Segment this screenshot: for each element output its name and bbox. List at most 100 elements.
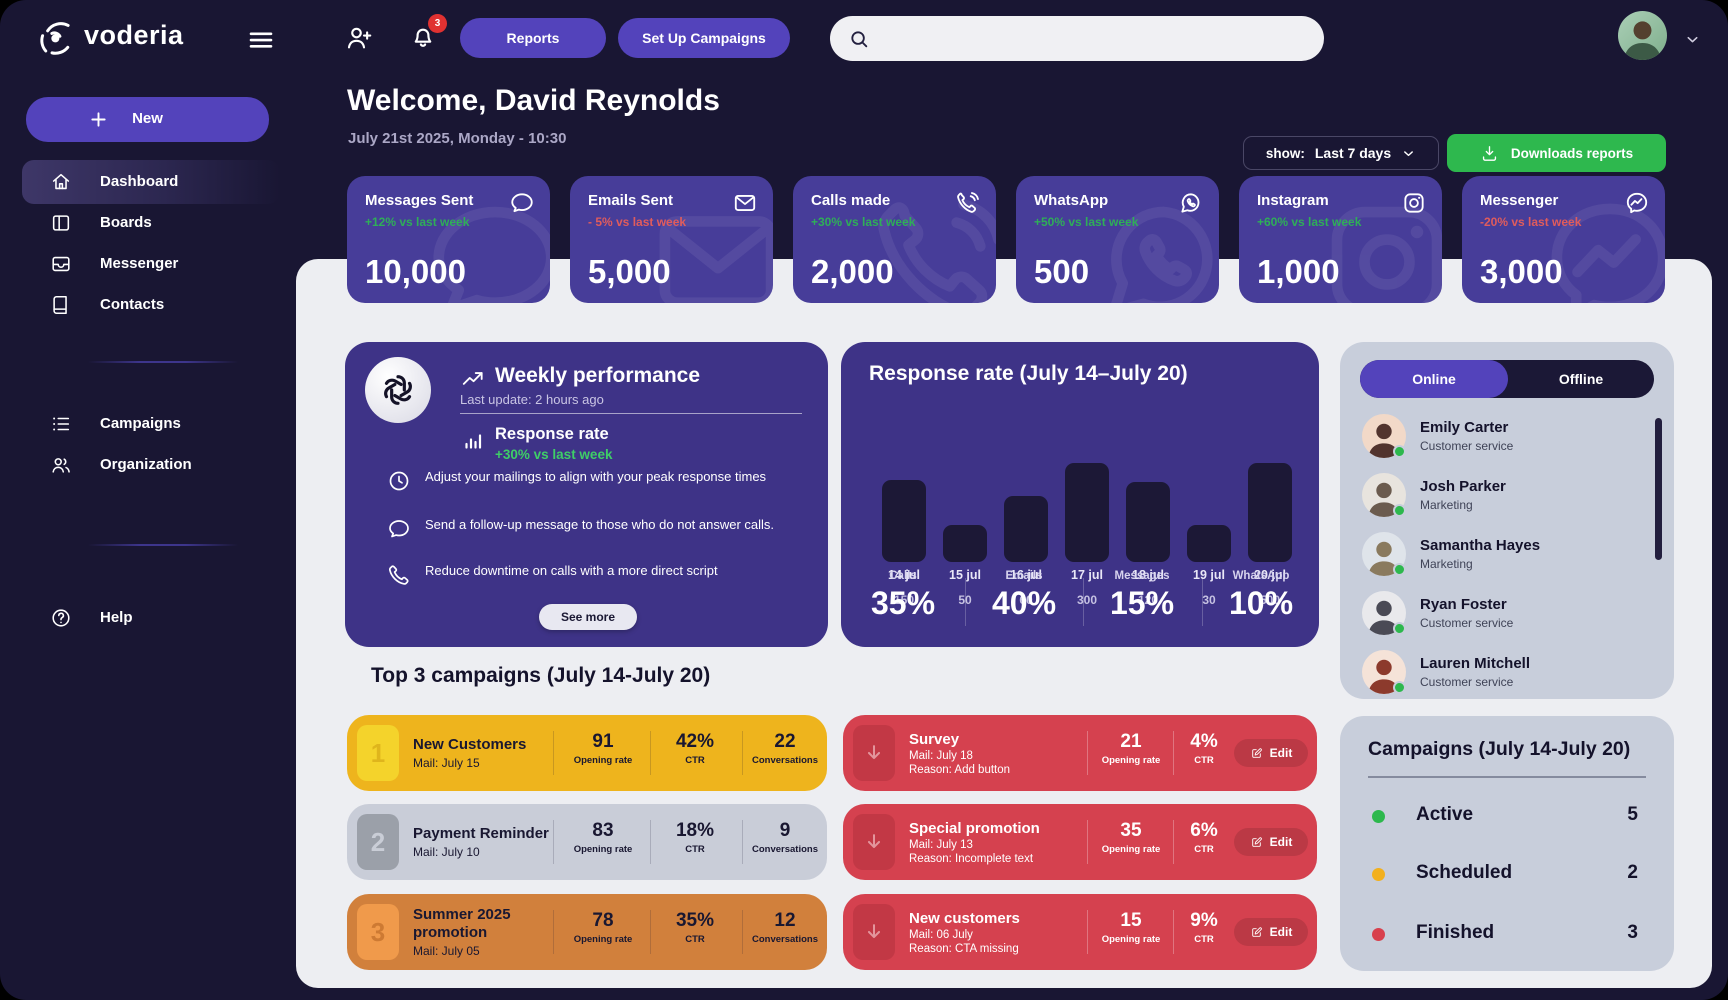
top-campaigns-heading: Top 3 campaigns (July 14-July 20)	[371, 664, 711, 687]
bar-category-label: 19 jul	[1193, 568, 1225, 582]
opening-rate-value: 91	[592, 731, 614, 752]
ctr-value: 35%	[675, 910, 715, 931]
campaign-name: Payment Reminder	[413, 824, 549, 842]
member-name: Lauren Mitchell	[1420, 655, 1531, 672]
inbox-icon	[50, 253, 72, 275]
status-count: 3	[1627, 922, 1638, 943]
watermark-icon	[1535, 187, 1665, 303]
opening-rate-value: 15	[1120, 910, 1142, 931]
divider	[742, 820, 743, 864]
status-dot	[1372, 868, 1385, 881]
list-icon	[50, 413, 72, 435]
edit-icon	[1250, 747, 1263, 760]
sidebar-item[interactable]: Help	[22, 596, 280, 640]
status-label: Scheduled	[1416, 862, 1513, 883]
bar-value-label: 120	[1137, 593, 1159, 607]
people-icon	[50, 454, 72, 476]
hamburger-menu-icon[interactable]	[246, 25, 276, 55]
clock-icon	[387, 469, 411, 493]
avatar-chevron-down-icon[interactable]	[1684, 31, 1701, 48]
bar-chart-icon	[461, 429, 485, 453]
online-status-dot	[1393, 504, 1406, 517]
page-title: Welcome, David Reynolds	[347, 84, 720, 117]
ctr-value: 9%	[1190, 910, 1218, 931]
add-user-icon[interactable]	[344, 23, 374, 53]
team-member-row[interactable]: Lauren Mitchell Customer service	[1362, 648, 1632, 702]
tab-online[interactable]: Online	[1360, 360, 1508, 398]
member-name: Samantha Hayes	[1420, 537, 1541, 554]
watermark-icon	[1089, 187, 1219, 303]
chart-summary-column: Messages 15%	[1083, 570, 1197, 634]
show-range-dropdown[interactable]: show: Last 7 days	[1243, 136, 1439, 170]
sidebar-item[interactable]: Contacts	[22, 283, 280, 327]
divider	[1173, 820, 1174, 864]
chart-summary-column: Emails 40%	[965, 570, 1079, 634]
new-button[interactable]: New	[26, 97, 269, 142]
avatar	[1362, 650, 1406, 694]
setup-campaigns-button[interactable]: Set Up Campaigns	[618, 18, 790, 58]
metric-delta: +30% vs last week	[495, 447, 613, 462]
tab-offline[interactable]: Offline	[1558, 371, 1604, 387]
sidebar-item[interactable]: Campaigns	[22, 402, 280, 446]
bar-category-label: 20 jul	[1254, 568, 1286, 582]
team-member-row[interactable]: Samantha Hayes Marketing	[1362, 530, 1632, 584]
mail-icon	[732, 190, 758, 216]
team-member-row[interactable]: Josh Parker Marketing	[1362, 471, 1632, 525]
divider	[553, 820, 554, 864]
whatsapp-icon	[1178, 190, 1204, 216]
summary-label: Messages	[1114, 570, 1170, 582]
search-bar[interactable]	[830, 16, 1324, 61]
divider	[460, 413, 802, 414]
campaign-name: New customers	[909, 909, 1020, 927]
flag-tab	[853, 725, 895, 781]
campaign-mail-date: Mail: 06 July	[909, 928, 973, 941]
download-icon	[1480, 144, 1499, 163]
sidebar-item[interactable]: Dashboard	[22, 160, 280, 204]
sidebar-item[interactable]: Messenger	[22, 242, 280, 286]
summary-label: Emails	[1005, 570, 1043, 582]
opening-rate-value: 35	[1120, 820, 1142, 841]
sidebar-item[interactable]: Boards	[22, 201, 280, 245]
stat-delta: +30% vs last week	[811, 215, 916, 229]
bar-column: 14 jul 150	[874, 404, 934, 607]
summary-label: WhatsApp	[1232, 570, 1290, 582]
flagged-campaign-card: New customers Mail: 06 July Reason: CTA …	[843, 894, 1317, 970]
top-campaign-card: 1 New Customers Mail: July 15 91 Opening…	[347, 715, 827, 791]
show-label: show:	[1265, 145, 1305, 161]
team-scrollbar[interactable]	[1655, 418, 1662, 560]
status-dot	[1372, 928, 1385, 941]
bar-category-label: 17 jul	[1071, 568, 1103, 582]
see-more-button[interactable]: See more	[539, 604, 637, 630]
tip-text: Adjust your mailings to align with your …	[425, 469, 767, 484]
stat-card: Messages Sent +12% vs last week 10,000	[347, 176, 550, 303]
download-reports-button[interactable]: Downloads reports	[1447, 134, 1666, 172]
edit-button[interactable]: Edit	[1234, 739, 1308, 767]
metric-title: Response rate	[495, 425, 609, 443]
online-status-dot	[1393, 681, 1406, 694]
sidebar-item[interactable]: Organization	[22, 443, 280, 487]
opening-rate-label: Opening rate	[1101, 755, 1161, 766]
bar	[1126, 482, 1170, 562]
search-input[interactable]	[880, 29, 1306, 48]
bar-value-label: 500	[1259, 593, 1281, 607]
status-label: Active	[1416, 804, 1474, 825]
status-count: 5	[1627, 804, 1638, 825]
bar-value-label: 300	[1076, 593, 1098, 607]
notifications-bell-icon[interactable]	[408, 21, 438, 51]
ctr-label: CTR	[1194, 844, 1214, 855]
sidebar-divider	[88, 544, 238, 546]
campaign-mail-date: Mail: July 10	[413, 845, 480, 860]
chevron-down-icon	[1401, 146, 1416, 161]
reports-button[interactable]: Reports	[460, 18, 606, 58]
campaign-status-row: Active 5	[1340, 792, 1674, 840]
top-campaign-card: 2 Payment Reminder Mail: July 10 83 Open…	[347, 804, 827, 880]
team-member-row[interactable]: Ryan Foster Customer service	[1362, 589, 1632, 643]
opening-rate-label: Opening rate	[573, 934, 633, 945]
ctr-label: CTR	[1194, 934, 1214, 945]
user-avatar[interactable]	[1618, 11, 1667, 60]
edit-button[interactable]: Edit	[1234, 918, 1308, 946]
edit-button[interactable]: Edit	[1234, 828, 1308, 856]
team-member-row[interactable]: Emily Carter Customer service	[1362, 412, 1632, 466]
conversations-value: 22	[774, 731, 796, 752]
campaign-summary-panel: Campaigns (July 14-July 20) Active 5 Sch…	[1340, 716, 1674, 971]
